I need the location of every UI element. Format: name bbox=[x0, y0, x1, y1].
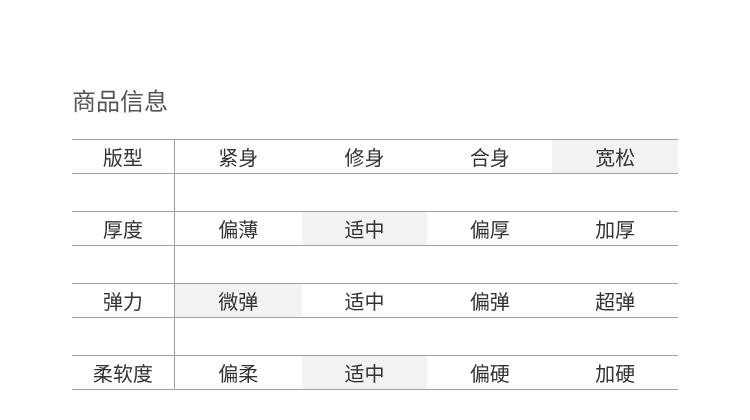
row-spacer bbox=[72, 246, 678, 284]
option-cell: 偏柔 bbox=[218, 362, 259, 386]
option-cell-selected: 微弹 bbox=[174, 284, 302, 317]
row-spacer bbox=[72, 174, 678, 212]
attribute-label: 版型 bbox=[72, 140, 175, 173]
row-spacer bbox=[72, 318, 678, 356]
option-cell: 偏薄 bbox=[218, 218, 259, 242]
option-cell: 偏弹 bbox=[469, 290, 510, 314]
option-cell-selected: 适中 bbox=[301, 356, 428, 389]
option-cell: 超弹 bbox=[595, 290, 636, 314]
spacer-label-cell bbox=[72, 318, 175, 355]
option-cell: 合身 bbox=[469, 146, 510, 170]
attribute-row: 弹力 微弹 适中 偏弹 超弹 bbox=[72, 284, 678, 318]
option-cell: 适中 bbox=[344, 290, 385, 314]
option-cell: 加厚 bbox=[595, 218, 636, 242]
attribute-row: 厚度 偏薄 适中 偏厚 加厚 bbox=[72, 212, 678, 246]
option-cell: 偏厚 bbox=[469, 218, 510, 242]
option-cell: 偏硬 bbox=[469, 362, 510, 386]
product-info-table: 版型 紧身 修身 合身 宽松 厚度 偏薄 适中 偏厚 加厚 弹力 微弹 适中 偏弹 超弹 柔软度 偏柔 适中 偏硬加… bbox=[72, 139, 679, 390]
option-cell: 修身 bbox=[344, 146, 385, 170]
attribute-row: 柔软度 偏柔 适中 偏硬 加硬 bbox=[72, 356, 678, 390]
section-title: 商品信息 bbox=[72, 88, 168, 116]
attribute-label: 弹力 bbox=[72, 284, 175, 317]
option-cell-selected: 宽松 bbox=[552, 140, 679, 173]
attribute-label: 柔软度 bbox=[72, 356, 175, 389]
spacer-label-cell bbox=[72, 246, 175, 283]
option-cell-selected: 适中 bbox=[301, 212, 428, 245]
spacer-label-cell bbox=[72, 174, 175, 211]
attribute-row: 版型 紧身 修身 合身 宽松 bbox=[72, 140, 679, 174]
attribute-label: 厚度 bbox=[72, 212, 175, 245]
option-cell: 加硬 bbox=[595, 362, 636, 386]
option-cell: 紧身 bbox=[218, 146, 259, 170]
